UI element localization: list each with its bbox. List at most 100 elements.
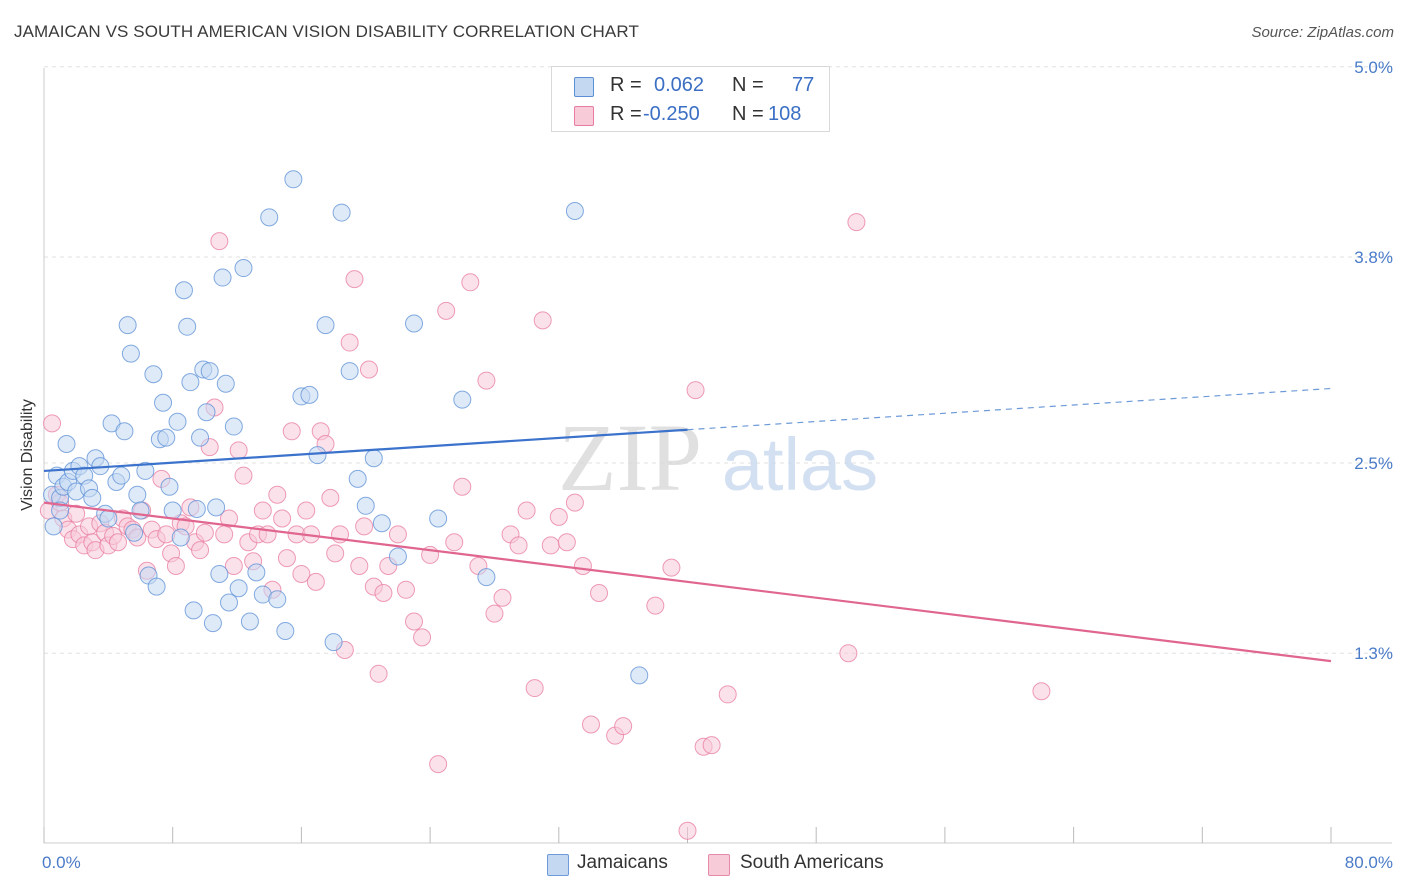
data-point-south-american [533,311,552,330]
data-point-jamaican [168,412,187,431]
data-point-south-american [485,604,504,623]
data-point-jamaican [160,477,179,496]
data-point-jamaican [181,373,200,392]
data-point-jamaican [630,666,649,685]
data-point-south-american [590,583,609,602]
chart-title: JAMAICAN VS SOUTH AMERICAN VISION DISABI… [14,22,639,41]
data-point-south-american [321,488,340,507]
data-point-jamaican [224,417,243,436]
data-point-jamaican [388,547,407,566]
data-point-south-american [405,612,424,631]
data-point-south-american [359,360,378,379]
data-point-jamaican [565,201,584,220]
data-point-south-american [277,549,296,568]
series-south-americans [39,213,1051,840]
data-point-jamaican [453,390,472,409]
data-point-south-american [581,715,600,734]
y-tick-label: 3.8% [1354,248,1393,267]
data-point-jamaican [125,523,144,542]
data-point-jamaican [348,469,367,488]
data-point-south-american [224,557,243,576]
data-point-jamaican [163,501,182,520]
data-point-south-american [662,558,681,577]
legend-n-value: 77 [792,74,815,96]
bottom-legend-swatch-south-americans [708,854,730,876]
trend-line-jamaicans-extension [687,387,1332,431]
data-point-jamaican [174,281,193,300]
data-point-jamaican [102,414,121,433]
data-point-south-american [229,441,248,460]
data-point-south-american [437,301,456,320]
data-point-south-american [509,536,528,555]
data-point-jamaican [144,365,163,384]
data-point-south-american [234,466,253,485]
data-point-jamaican [178,317,197,336]
data-point-south-american [210,232,229,251]
legend-n-label: N = [732,74,764,96]
data-point-south-american [297,501,316,520]
data-point-jamaican [229,579,248,598]
data-point-jamaican [184,601,203,620]
data-point-jamaican [200,362,219,381]
data-point-south-american [306,572,325,591]
data-point-south-american [678,821,697,840]
data-point-jamaican [240,612,259,631]
data-point-south-american [273,509,292,528]
data-point-south-american [340,333,359,352]
data-point-jamaican [171,528,190,547]
data-point-south-american [282,422,301,441]
data-point-jamaican [118,316,137,335]
data-point-south-american [1032,682,1051,701]
data-point-south-american [461,273,480,292]
trend-line-jamaicans [43,428,688,473]
data-point-south-american [477,371,496,390]
data-point-jamaican [324,633,343,652]
data-point-south-american [541,536,560,555]
data-point-jamaican [234,259,253,278]
data-point-south-american [268,485,287,504]
data-point-south-american [493,588,512,607]
legend-r-value: 0.062 [654,74,705,96]
data-point-south-american [445,533,464,552]
legend-r-label: R = [610,103,642,125]
data-point-jamaican [51,501,70,520]
legend-row-south-americans: R = -0.250 N = 108 [552,100,829,130]
data-point-jamaican [147,577,166,596]
x-tick-start: 0.0% [42,853,81,872]
data-point-south-american [429,755,448,774]
data-point-south-american [195,523,214,542]
data-point-jamaican [213,268,232,287]
data-point-south-american [369,664,388,683]
legend-r-label: R = [610,74,642,96]
data-point-south-american [453,477,472,496]
y-tick-labels: 1.3% 2.5% 3.8% 5.0% [1354,58,1393,663]
data-point-jamaican [284,170,303,189]
trend-lines [43,387,1332,663]
data-point-south-american [686,381,705,400]
data-point-jamaican [429,509,448,528]
data-point-south-american [191,541,210,560]
data-point-south-american [413,628,432,647]
data-point-jamaican [220,593,239,612]
data-point-jamaican [308,446,327,465]
data-point-south-american [220,509,239,528]
data-point-jamaican [136,461,155,480]
data-point-south-american [517,501,536,520]
data-point-jamaican [131,501,150,520]
x-tick-end: 80.0% [1344,853,1393,872]
series-jamaicans [43,170,649,685]
data-point-south-american [326,544,345,563]
watermark-atlas: atlas [722,423,878,506]
data-point-jamaican [276,622,295,641]
data-point-south-american [702,736,721,755]
data-point-south-american [614,717,633,736]
data-point-south-american [718,685,737,704]
data-point-jamaican [191,428,210,447]
legend-n-value: 108 [768,103,802,125]
data-point-jamaican [405,314,424,333]
grid-lines [44,66,1392,654]
data-point-jamaican [157,428,176,447]
data-point-jamaican [300,385,319,404]
bottom-legend-jamaicans: Jamaicans [577,852,668,873]
watermark-zip: ZIP [558,404,702,511]
